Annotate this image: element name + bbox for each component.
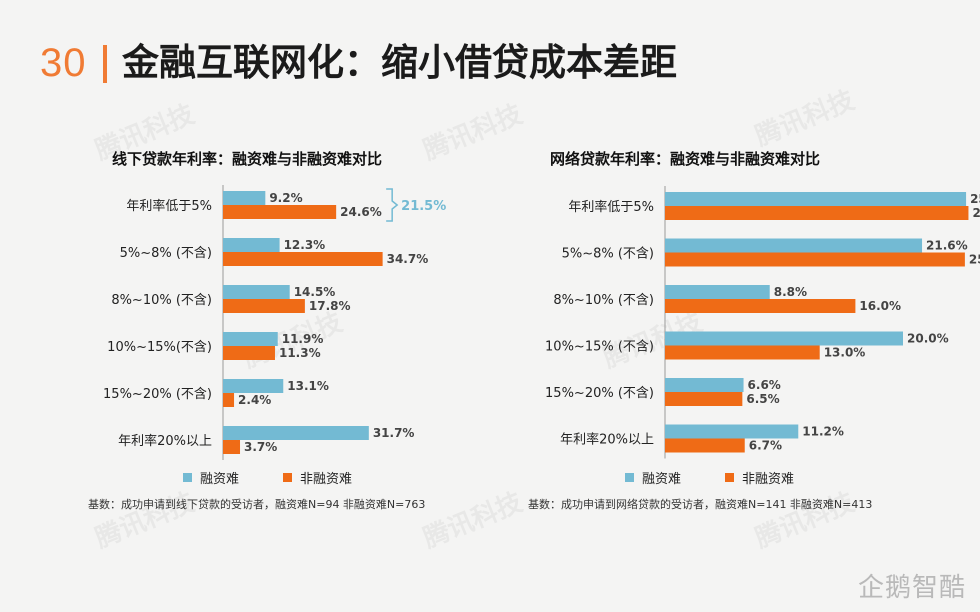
legend-item-rongzinan: 融资难 [183,468,239,487]
bar-feirongzinan [223,440,241,454]
title-divider [103,45,107,83]
legend-swatch [625,473,634,482]
bracket-annotation [386,188,399,222]
category-label: 15%~20% (不含) [103,386,212,402]
category-label: 年利率低于5% [126,198,212,214]
data-label: 6.7% [749,439,782,453]
data-label: 8.8% [774,285,807,299]
data-label: 2.4% [238,393,271,407]
chart-footnote: 基数：成功申请到线下贷款的受访者，融资难N=94 非融资难N=763 [88,498,426,511]
data-label: 21.6% [926,239,968,253]
legend-label: 非融资难 [742,472,795,487]
bar-rongzinan [665,192,967,206]
data-label: 24.6% [340,205,382,219]
data-label: 31.7% [373,426,415,440]
bar-rongzinan [223,426,369,440]
legend-swatch [283,473,293,482]
legend-swatch [183,473,192,482]
page-title: 金融互联网化：缩小借贷成本差距 [122,41,677,84]
data-label: 11.3% [279,346,321,360]
brand-logo: 企鹅智酷 [857,573,966,603]
legend-item-feirongzinan: 非融资难 [725,468,794,487]
chart-title: 线下贷款年利率：融资难与非融资难对比 [112,150,383,168]
bar-feirongzinan [223,346,275,360]
chart-legend: 融资难 非融资难 [625,468,794,487]
legend-swatch [725,473,735,482]
bar-feirongzinan [665,438,745,453]
data-label: 25.5% [972,206,980,220]
bar-rongzinan [223,238,280,252]
bar-rongzinan [223,379,284,393]
chart-footnote: 基数：成功申请到网络贷款的受访者，融资难N=141 非融资难N=413 [528,498,873,511]
bar-feirongzinan [665,392,743,406]
category-label: 年利率20%以上 [118,433,212,449]
legend-label: 非融资难 [300,472,353,487]
chart-title: 网络贷款年利率：融资难与非融资难对比 [550,150,821,168]
bar-feirongzinan [223,205,337,219]
data-label: 14.5% [294,285,336,299]
category-label: 10%~15% (不含) [545,339,654,355]
bar-feirongzinan [665,345,820,360]
data-label: 6.5% [746,392,779,406]
online-loan-bar-chart: 年利率低于5% 25.3%25.5% 5%~8% (不含) 21.6%25.2% 8%~… [545,186,980,459]
bar-rongzinan [665,331,903,346]
data-label: 17.8% [309,299,351,313]
offline-loan-bar-chart: 年利率低于5% 9.2% 24.6% 5%~8% (不含) 12.3% 34.7% 8%~1… [103,185,446,460]
data-label: 34.7% [387,252,429,266]
category-label: 年利率20%以上 [560,432,654,448]
legend-item-feirongzinan: 非融资难 [283,468,352,487]
bar-feirongzinan [665,299,856,313]
bar-rongzinan [665,238,923,253]
offline-loan-chart: 线下贷款年利率：融资难与非融资难对比 年利率低于5% 9.2% 24.6% 5%~8%… [0,140,490,520]
data-label: 13.0% [824,346,866,360]
data-label: 20.0% [907,332,949,346]
bracket-total-label: 21.5% [401,199,446,214]
category-label: 10%~15%(不含) [107,339,212,355]
chart-legend: 融资难 非融资难 [183,468,352,487]
data-label: 12.3% [284,238,326,252]
bar-feirongzinan [665,252,965,267]
category-label: 8%~10% (不含) [553,292,654,308]
bar-rongzinan [665,378,744,392]
bar-rongzinan [223,191,266,205]
bar-feirongzinan [223,299,305,313]
data-label: 16.0% [859,299,901,313]
bar-feirongzinan [223,393,235,407]
bar-rongzinan [665,424,799,439]
data-label: 13.1% [287,379,329,393]
data-label: 9.2% [269,191,302,205]
bar-rongzinan [223,332,278,346]
page-number: 30 [40,41,87,85]
legend-label: 融资难 [642,472,682,487]
category-label: 8%~10% (不含) [111,292,212,308]
bar-feirongzinan [223,252,383,266]
data-label: 25.3% [970,192,980,206]
category-label: 15%~20% (不含) [545,385,654,401]
bar-rongzinan [223,285,290,299]
data-label: 3.7% [244,440,277,454]
data-label: 6.6% [748,378,781,392]
legend-label: 融资难 [200,472,240,487]
data-label: 11.2% [802,425,844,439]
category-label: 5%~8% (不含) [120,245,212,261]
legend-item-rongzinan: 融资难 [625,468,681,487]
bar-feirongzinan [665,206,969,220]
online-loan-chart: 网络贷款年利率：融资难与非融资难对比 年利率低于5% 25.3%25.5% 5%~8… [490,140,980,520]
bar-rongzinan [665,285,770,299]
category-label: 5%~8% (不含) [562,246,654,262]
data-label: 11.9% [282,332,324,346]
category-label: 年利率低于5% [568,199,654,215]
data-label: 25.2% [969,253,980,267]
